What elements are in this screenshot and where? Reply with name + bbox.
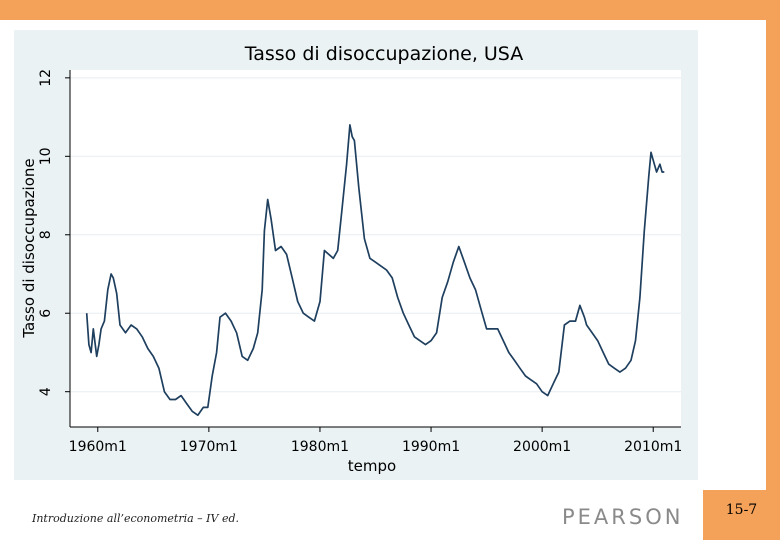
axes — [69, 70, 681, 428]
x-tick-label: 2000m1 — [513, 439, 571, 455]
footer-note: Introduzione all’econometria – IV ed. — [32, 512, 239, 525]
top-accent-bar — [0, 0, 780, 20]
page-number: 15-7 — [725, 502, 758, 518]
y-tick-label: 4 — [38, 387, 54, 396]
x-tick-label: 2010m1 — [624, 439, 682, 455]
y-axis-label: Tasso di disoccupazione — [20, 158, 38, 338]
y-tick-label: 8 — [38, 230, 54, 239]
unemployment-series-line — [85, 124, 665, 417]
publisher-logo: PEARSON — [562, 505, 684, 529]
x-tick-label: 1970m1 — [180, 439, 238, 455]
x-tick-label: 1990m1 — [402, 439, 460, 455]
chart-panel: 4 6 8 10 12 1960m1 1970m1 1980m1 1990m1 2000m1 201… — [14, 30, 698, 480]
grid-lines — [70, 77, 681, 393]
right-accent-bar — [766, 0, 780, 490]
y-tick-label: 10 — [38, 147, 54, 165]
y-tick-label: 12 — [38, 69, 54, 87]
y-tick-label: 6 — [38, 309, 54, 318]
ticks: 4 6 8 10 12 1960m1 1970m1 1980m1 1990m1 2000m1 201… — [38, 69, 682, 455]
plot-area — [70, 70, 681, 427]
x-tick-label: 1980m1 — [291, 439, 349, 455]
x-tick-label: 1960m1 — [69, 439, 127, 455]
unemployment-chart: 4 6 8 10 12 1960m1 1970m1 1980m1 1990m1 2000m1 201… — [20, 43, 682, 475]
x-axis-label: tempo — [348, 457, 396, 475]
page-number-box: 15-7 — [703, 490, 780, 540]
chart-title: Tasso di disoccupazione, USA — [244, 43, 523, 65]
